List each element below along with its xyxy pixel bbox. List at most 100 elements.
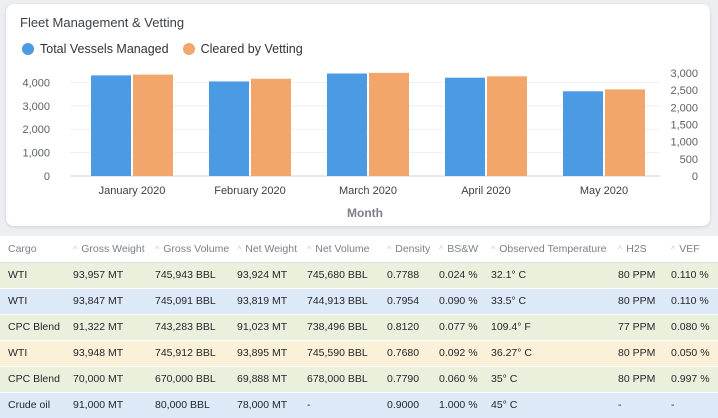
column-header-label: Cargo <box>8 242 37 255</box>
table-row[interactable]: WTI 93,948 MT 745,912 BBL 93,895 MT 745,590 … <box>0 340 718 367</box>
table-cell: CPC Blend <box>0 314 65 341</box>
sort-icon[interactable]: ^ <box>491 243 496 254</box>
legend-label-cleared-by-vetting: Cleared by Vetting <box>200 42 303 56</box>
sort-icon[interactable]: ^ <box>671 243 676 254</box>
table-cell: - <box>663 392 718 418</box>
table-row[interactable]: Crude oil 91,000 MT 80,000 BBL 78,000 MT -0.… <box>0 392 718 418</box>
table-cell: 0.110 % <box>663 288 718 315</box>
y-right-tick-label: 1,500 <box>670 119 698 131</box>
legend-swatch-total-vessels <box>22 43 34 55</box>
table-cell: 35° C <box>483 366 610 393</box>
table-cell: 0.060 % <box>431 366 483 393</box>
column-header-label: Net Weight <box>245 242 297 255</box>
y-left-tick-label: 0 <box>44 171 50 183</box>
table-cell: 69,888 MT <box>229 366 299 393</box>
table-cell: 0.080 % <box>663 314 718 341</box>
table-cell: - <box>610 392 663 418</box>
table-cell: 0.024 % <box>431 262 483 289</box>
sort-icon[interactable]: ^ <box>439 243 444 254</box>
table-cell: WTI <box>0 262 65 289</box>
column-header-label: VEF <box>679 242 700 255</box>
column-header[interactable]: ^ VEF <box>663 236 718 263</box>
y-right-tick-label: 2,000 <box>670 102 698 114</box>
column-header-label: BS&W <box>447 242 479 255</box>
table-cell: 93,924 MT <box>229 262 299 289</box>
table-cell: 0.7954 <box>379 288 431 315</box>
x-axis-label: Month <box>347 206 383 220</box>
table-cell: 678,000 BBL <box>299 366 379 393</box>
column-header-label: Density <box>395 242 431 255</box>
bar-total-vessels <box>445 77 485 176</box>
column-header[interactable]: ^ Gross Volume <box>147 236 229 263</box>
y-right-tick-label: 3,000 <box>670 68 698 80</box>
column-header-label: Gross Weight <box>81 242 145 255</box>
table-cell: 33.5° C <box>483 288 610 315</box>
sort-icon[interactable]: ^ <box>307 243 312 254</box>
table-row[interactable]: CPC Blend 91,322 MT 743,283 BBL 91,023 MT 73… <box>0 314 718 341</box>
table-cell: 745,091 BBL <box>147 288 229 315</box>
column-header[interactable]: ^ H2S <box>610 236 663 263</box>
table-row[interactable]: WTI 93,847 MT 745,091 BBL 93,819 MT 744,913 … <box>0 288 718 315</box>
y-right-tick-label: 0 <box>692 171 698 183</box>
bar-cleared-by-vetting <box>369 72 409 176</box>
sort-icon[interactable]: ^ <box>73 243 78 254</box>
sort-icon[interactable]: ^ <box>387 243 392 254</box>
table-cell: 80 PPM <box>610 340 663 367</box>
sort-icon[interactable]: ^ <box>155 243 160 254</box>
table-cell: 745,943 BBL <box>147 262 229 289</box>
table-cell: 738,496 BBL <box>299 314 379 341</box>
table-row[interactable]: CPC Blend 70,000 MT 670,000 BBL 69,888 MT 67… <box>0 366 718 393</box>
y-left-tick-label: 1,000 <box>22 148 50 160</box>
table-cell: 0.8120 <box>379 314 431 341</box>
cargo-table: Cargo ^ Gross Weight ^ Gross Volume ^ Net Weig… <box>0 236 718 418</box>
column-header[interactable]: ^ Net Volume <box>299 236 379 263</box>
table-row[interactable]: WTI 93,957 MT 745,943 BBL 93,924 MT 745,680 … <box>0 262 718 289</box>
table-cell: 36.27° C <box>483 340 610 367</box>
table-cell: 1.000 % <box>431 392 483 418</box>
chart-title: Fleet Management & Vetting <box>20 15 185 30</box>
table-header-row: Cargo ^ Gross Weight ^ Gross Volume ^ Net Weig… <box>0 236 718 263</box>
y-left-tick-label: 3,000 <box>22 101 50 113</box>
legend-item-cleared-by-vetting[interactable]: Cleared by Vetting <box>182 42 303 56</box>
legend-item-total-vessels[interactable]: Total Vessels Managed <box>22 42 169 56</box>
chart-card: Fleet Management & Vetting Total Vessels… <box>6 4 710 226</box>
bar-total-vessels <box>209 81 249 176</box>
table-cell: 109.4° F <box>483 314 610 341</box>
sort-icon[interactable]: ^ <box>618 243 623 254</box>
table-cell: 0.090 % <box>431 288 483 315</box>
column-header[interactable]: ^ Observed Temperature <box>483 236 610 263</box>
table-cell: 0.050 % <box>663 340 718 367</box>
sort-icon[interactable]: ^ <box>237 243 242 254</box>
y-right-tick-label: 1,000 <box>670 137 698 149</box>
table-cell: 0.7790 <box>379 366 431 393</box>
table-cell: 93,895 MT <box>229 340 299 367</box>
table-cell: 45° C <box>483 392 610 418</box>
table-cell: 0.110 % <box>663 262 718 289</box>
column-header[interactable]: ^ Net Weight <box>229 236 299 263</box>
column-header-label: Observed Temperature <box>499 242 607 255</box>
table-cell: 91,322 MT <box>65 314 147 341</box>
table-cell: 0.997 % <box>663 366 718 393</box>
column-header-label: H2S <box>626 242 647 255</box>
table-cell: 32.1° C <box>483 262 610 289</box>
table-cell: 93,847 MT <box>65 288 147 315</box>
table-cell: 80 PPM <box>610 366 663 393</box>
legend-swatch-cleared-by-vetting <box>182 43 195 55</box>
table-cell: 80,000 BBL <box>147 392 229 418</box>
table-cell: 91,023 MT <box>229 314 299 341</box>
column-header[interactable]: ^ Gross Weight <box>65 236 147 263</box>
column-header[interactable]: ^ Density <box>379 236 431 263</box>
table-cell: WTI <box>0 288 65 315</box>
bar-cleared-by-vetting <box>133 74 173 176</box>
table-cell: 91,000 MT <box>65 392 147 418</box>
table-cell: 743,283 BBL <box>147 314 229 341</box>
bar-total-vessels <box>91 75 131 176</box>
x-tick-label: April 2020 <box>461 185 511 197</box>
column-header[interactable]: Cargo <box>0 236 65 263</box>
x-tick-label: May 2020 <box>580 185 628 197</box>
bar-cleared-by-vetting <box>605 89 645 176</box>
table-cell: 745,912 BBL <box>147 340 229 367</box>
chart-legend: Total Vessels Managed Cleared by Vetting <box>22 42 303 56</box>
column-header-label: Gross Volume <box>163 242 229 255</box>
column-header[interactable]: ^ BS&W <box>431 236 483 263</box>
